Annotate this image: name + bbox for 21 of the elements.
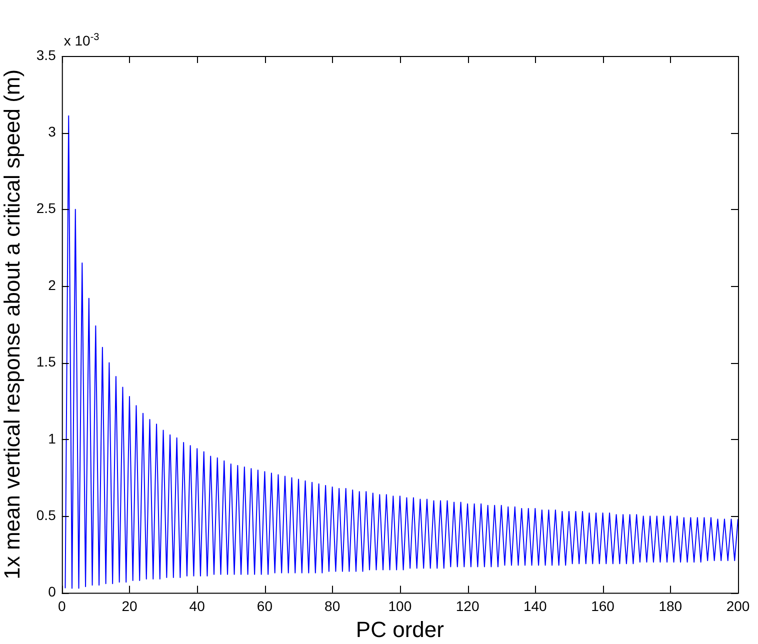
y-tick-label: 0.5 bbox=[36, 506, 56, 523]
text: x 10$^{-3}$ bbox=[64, 32, 100, 49]
y-tick-label: 0 bbox=[48, 584, 56, 600]
x-tick-label: 60 bbox=[256, 598, 273, 614]
y-tick-label: 3.5 bbox=[36, 46, 56, 63]
y-tick-label: 3 bbox=[48, 124, 56, 140]
y-tick-label: 2 bbox=[48, 276, 56, 293]
x-tick-label: 180 bbox=[658, 598, 682, 614]
y-tick-label: 1 bbox=[48, 430, 56, 446]
x-tick-label: 200 bbox=[726, 598, 750, 614]
x-tick-label: 160 bbox=[591, 598, 615, 614]
x-tick-label: 40 bbox=[189, 598, 206, 614]
y-tick-label: 2.5 bbox=[36, 200, 56, 216]
x-tick-label: 80 bbox=[324, 598, 340, 614]
x-tick-label: 120 bbox=[456, 598, 480, 614]
y-tick-label: 1.5 bbox=[36, 354, 56, 370]
x-axis-title: PC order bbox=[356, 616, 444, 642]
y-axis-title: 1x mean vertical response about a critical speed (m) bbox=[0, 69, 24, 580]
x-tick-label: 100 bbox=[388, 598, 412, 614]
x-tick-label: 140 bbox=[523, 598, 548, 614]
x-tick-label: 20 bbox=[122, 598, 138, 614]
